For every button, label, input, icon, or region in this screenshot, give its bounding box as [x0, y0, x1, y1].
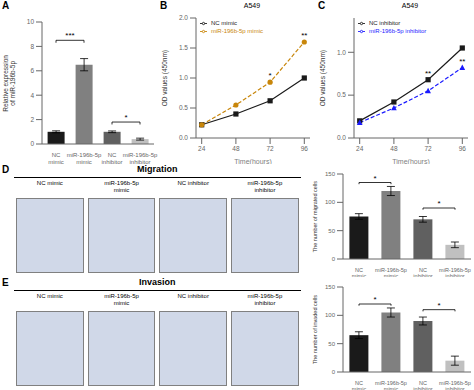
- svg-text:100: 100: [325, 199, 336, 205]
- html-text:OD values (450nm): OD values (450nm): [319, 49, 327, 107]
- svg-text:24: 24: [356, 145, 364, 152]
- svg-text:***: ***: [65, 31, 74, 40]
- svg-text:NCinhibitor: NCinhibitor: [101, 152, 122, 164]
- svg-text:*: *: [437, 301, 440, 310]
- html-text:The number of invaded cells: The number of invaded cells: [311, 295, 318, 364]
- html-text:miR-196b-5p inhibitor: miR-196b-5p inhibitor: [247, 293, 283, 306]
- svg-text:NCmimic: NCmimic: [48, 152, 64, 164]
- svg-text:10: 10: [27, 18, 35, 25]
- html-text:OD values (450nm): OD values (450nm): [161, 49, 169, 107]
- svg-text:miR-196b-5pinhibitor: miR-196b-5pinhibitor: [439, 267, 466, 277]
- html-text:miR-196b-5p inhibitor: miR-196b-5p inhibitor: [369, 28, 427, 34]
- svg-text:96: 96: [459, 145, 466, 152]
- html-text:A549: A549: [401, 2, 419, 9]
- svg-text:*: *: [269, 71, 272, 80]
- svg-text:24: 24: [198, 145, 206, 152]
- svg-text:72: 72: [424, 145, 432, 152]
- svg-text:72: 72: [266, 145, 274, 152]
- html-text:B: B: [160, 0, 168, 11]
- svg-text:2.0: 2.0: [179, 14, 188, 21]
- svg-text:**: **: [425, 69, 431, 78]
- svg-text:50: 50: [328, 341, 335, 347]
- html-text:miR-196b-5p mimic: miR-196b-5p mimic: [104, 180, 139, 193]
- html-text:NC mimic: NC mimic: [36, 180, 63, 186]
- html-text:NC inhibitor: NC inhibitor: [369, 20, 401, 26]
- svg-text:1.0: 1.0: [179, 74, 188, 81]
- svg-text:**: **: [301, 31, 307, 40]
- html-text:NC mimic: NC mimic: [211, 20, 237, 26]
- html-text:Relative expression of miR-196: Relative expression of miR-196b-5p: [1, 54, 16, 112]
- svg-text:96: 96: [301, 145, 309, 152]
- svg-text:**: **: [459, 57, 465, 66]
- svg-text:6: 6: [30, 67, 34, 74]
- html-text:miR-196b-5p mimic: miR-196b-5p mimic: [211, 28, 263, 34]
- svg-text:Time(hours): Time(hours): [392, 158, 429, 164]
- svg-text:0.0: 0.0: [337, 134, 346, 141]
- svg-text:100: 100: [325, 312, 336, 318]
- svg-text:*: *: [373, 174, 376, 183]
- svg-text:150: 150: [325, 171, 336, 177]
- svg-text:NCinhibitor: NCinhibitor: [413, 267, 432, 277]
- svg-text:2: 2: [30, 116, 34, 123]
- svg-text:miR-196b-5pinhibitor: miR-196b-5pinhibitor: [439, 380, 466, 390]
- svg-text:miR-196b-5pmimic: miR-196b-5pmimic: [375, 380, 407, 390]
- svg-text:0: 0: [331, 369, 335, 375]
- svg-text:0.5: 0.5: [179, 104, 188, 111]
- html-text:Invasion: Invasion: [139, 277, 176, 287]
- svg-text:NCinhibitor: NCinhibitor: [413, 380, 432, 390]
- svg-text:150: 150: [325, 284, 336, 290]
- svg-text:miR-196b-5pmimic: miR-196b-5pmimic: [375, 267, 407, 277]
- html-text:NC mimic: NC mimic: [36, 293, 63, 299]
- svg-text:48: 48: [390, 145, 398, 152]
- svg-text:0.0: 0.0: [179, 134, 188, 141]
- html-text:E: E: [2, 277, 9, 288]
- html-text:Migration: Migration: [137, 164, 178, 174]
- html-text:A: A: [2, 0, 10, 11]
- svg-text:NCmimic: NCmimic: [352, 380, 367, 390]
- svg-text:*: *: [437, 199, 440, 208]
- svg-text:*: *: [373, 295, 376, 304]
- html-text:A549: A549: [243, 2, 261, 9]
- svg-text:Time(hours): Time(hours): [234, 158, 271, 164]
- html-text:C: C: [318, 0, 326, 11]
- svg-text:4: 4: [30, 92, 34, 99]
- svg-text:miR-196b-5pmimic: miR-196b-5pmimic: [67, 152, 102, 164]
- html-text:miR-196b-5p inhibitor: miR-196b-5p inhibitor: [247, 180, 283, 193]
- svg-text:*: *: [124, 113, 127, 122]
- svg-text:48: 48: [232, 145, 240, 152]
- svg-text:0: 0: [30, 140, 34, 147]
- svg-text:1.5: 1.5: [179, 44, 188, 51]
- html-text:The number of migrated cells: The number of migrated cells: [311, 180, 318, 253]
- html-text:NC inhibitor: NC inhibitor: [177, 180, 209, 186]
- html-text:NC inhibitor: NC inhibitor: [177, 293, 209, 299]
- html-text:D: D: [2, 164, 10, 175]
- svg-text:miR-196b-5pinhibitor: miR-196b-5pinhibitor: [123, 152, 158, 164]
- svg-text:8: 8: [30, 43, 34, 50]
- svg-text:1.0: 1.0: [337, 49, 346, 56]
- svg-text:NCmimic: NCmimic: [352, 267, 367, 277]
- svg-text:0: 0: [331, 256, 335, 262]
- html-text:miR-196b-5p mimic: miR-196b-5p mimic: [104, 293, 139, 306]
- svg-text:50: 50: [328, 228, 335, 234]
- svg-text:0.5: 0.5: [337, 91, 346, 98]
